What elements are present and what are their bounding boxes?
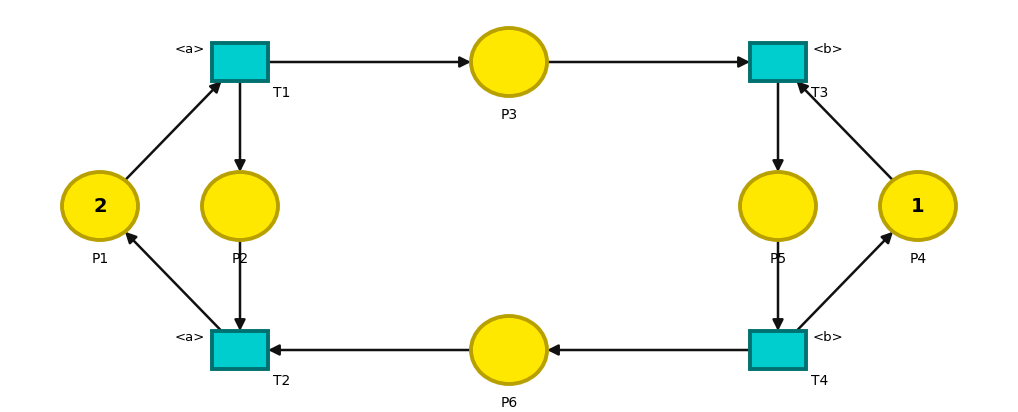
Text: P2: P2 <box>231 252 248 266</box>
Text: T2: T2 <box>273 374 290 388</box>
Ellipse shape <box>202 172 278 240</box>
Ellipse shape <box>471 28 547 96</box>
Bar <box>212 331 268 369</box>
Text: 2: 2 <box>94 197 107 215</box>
Text: <b>: <b> <box>813 43 844 56</box>
Text: <a>: <a> <box>175 331 205 344</box>
Text: 1: 1 <box>911 197 924 215</box>
Text: T1: T1 <box>273 86 290 100</box>
Text: T4: T4 <box>811 374 829 388</box>
Text: T3: T3 <box>811 86 829 100</box>
Ellipse shape <box>740 172 816 240</box>
Text: P4: P4 <box>909 252 926 266</box>
Text: P6: P6 <box>501 396 517 410</box>
Text: P3: P3 <box>501 108 517 122</box>
Ellipse shape <box>471 316 547 384</box>
Bar <box>750 43 806 81</box>
Text: P1: P1 <box>92 252 109 266</box>
Ellipse shape <box>880 172 956 240</box>
Text: <a>: <a> <box>175 43 205 56</box>
Bar <box>750 331 806 369</box>
Ellipse shape <box>62 172 138 240</box>
Text: <b>: <b> <box>813 331 844 344</box>
Bar <box>212 43 268 81</box>
Text: P5: P5 <box>770 252 787 266</box>
